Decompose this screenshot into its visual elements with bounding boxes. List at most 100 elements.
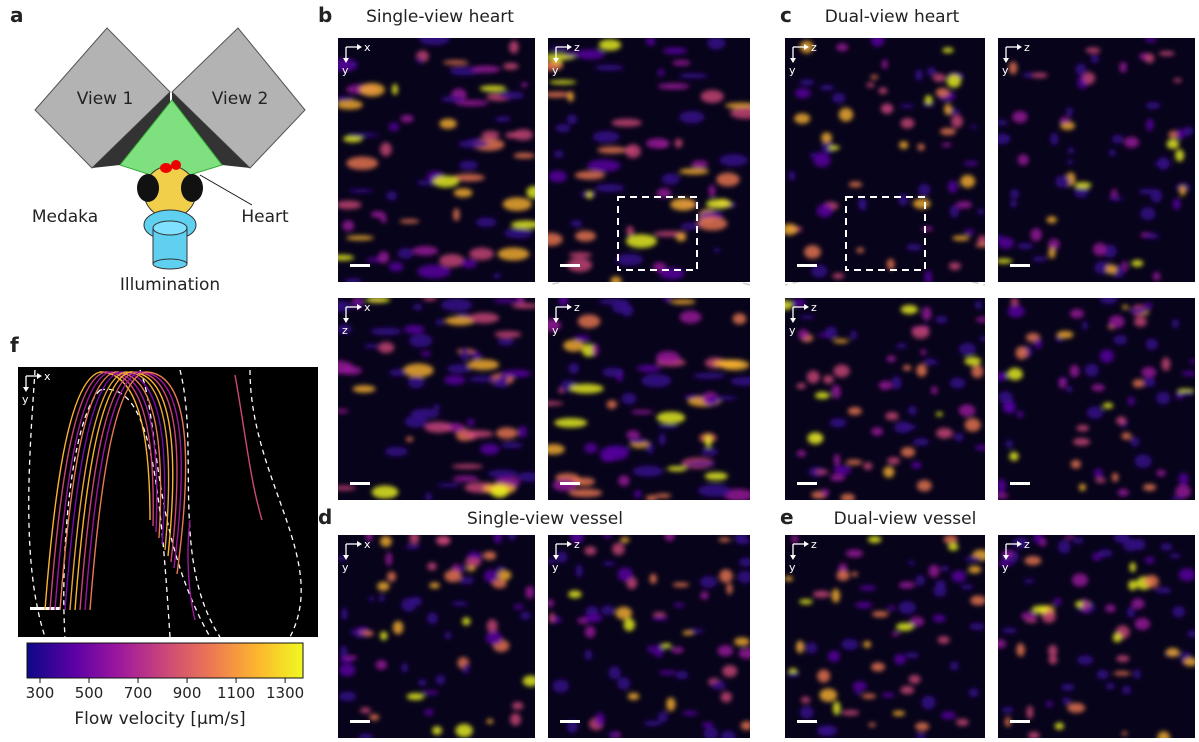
blob: [409, 532, 419, 544]
blob: [1113, 671, 1130, 675]
blob: [795, 88, 811, 98]
blob: [1082, 599, 1089, 613]
blob: [512, 702, 524, 710]
blob: [1070, 309, 1084, 318]
blob: [514, 604, 524, 609]
axis-letter: z: [811, 301, 817, 314]
blob: [1159, 51, 1175, 56]
blob: [719, 569, 732, 582]
blob: [585, 649, 593, 660]
blob: [1048, 239, 1060, 250]
blob: [1048, 655, 1057, 664]
blob: [917, 480, 932, 491]
blob: [663, 47, 687, 54]
schematic-label: Medaka: [32, 207, 98, 227]
blob: [628, 693, 640, 700]
blob: [462, 430, 493, 437]
blob: [537, 61, 563, 71]
blob: [1156, 392, 1170, 405]
blob: [1066, 107, 1073, 117]
blob: [834, 364, 850, 377]
axis-letter: y: [789, 64, 796, 77]
blob: [936, 88, 950, 98]
blob: [1179, 568, 1196, 581]
blob: [423, 296, 437, 301]
blob: [817, 670, 830, 683]
blob: [387, 572, 396, 582]
scale-bar: [1010, 720, 1030, 723]
blob: [1145, 53, 1155, 63]
blob: [716, 173, 739, 187]
blob: [652, 616, 668, 620]
blob: [482, 131, 500, 139]
blob: [1075, 182, 1092, 189]
blob: [1190, 360, 1197, 364]
blob: [1034, 531, 1043, 543]
axis-letter: y: [22, 393, 29, 406]
blob: [655, 494, 672, 499]
blob: [881, 103, 893, 114]
blob: [921, 695, 935, 709]
blob: [938, 636, 950, 644]
blob: [398, 248, 414, 259]
blob: [1131, 598, 1144, 609]
blob: [370, 328, 402, 336]
blob: [977, 209, 985, 215]
blob: [443, 60, 469, 64]
blob: [445, 631, 451, 640]
blob: [607, 732, 618, 737]
blob: [837, 570, 850, 580]
blob: [661, 643, 671, 648]
colorbar-tick-label: 1100: [217, 684, 255, 702]
blob: [784, 576, 793, 582]
blob: [791, 535, 798, 544]
blob: [427, 562, 436, 570]
blob: [1059, 378, 1066, 389]
blob: [899, 141, 908, 149]
blob: [887, 355, 896, 362]
blob: [975, 243, 990, 247]
blob: [417, 265, 451, 279]
blob: [1024, 556, 1041, 565]
blob: [625, 144, 641, 158]
blob: [568, 590, 582, 598]
blob: [1073, 537, 1084, 543]
blob: [954, 433, 963, 442]
blob: [441, 298, 472, 311]
blob: [575, 564, 582, 577]
blob: [637, 365, 662, 372]
blob: [823, 375, 834, 384]
blob: [970, 596, 986, 606]
panel-title: Single-view vessel: [467, 509, 623, 529]
blob: [916, 364, 927, 377]
blob: [584, 546, 596, 555]
blob: [898, 194, 908, 206]
figure: abSingle-view heartcDual-view heartdSing…: [0, 0, 1199, 738]
blob: [863, 641, 871, 648]
blob: [512, 303, 540, 308]
blob: [491, 485, 509, 498]
blob: [1007, 368, 1023, 380]
blob: [406, 437, 414, 442]
blob: [1179, 473, 1189, 485]
scale-bar: [797, 264, 817, 267]
blob: [1131, 260, 1143, 267]
blob: [403, 364, 434, 378]
blob: [1060, 117, 1071, 124]
image-background: [338, 298, 535, 500]
blob: [467, 418, 474, 426]
blob: [364, 344, 380, 348]
blob: [933, 74, 946, 82]
blob: [949, 262, 961, 270]
blob: [1166, 648, 1180, 657]
schematic-label: Heart: [241, 207, 289, 227]
blob: [1100, 295, 1118, 304]
blob: [969, 688, 979, 697]
blob: [1067, 703, 1085, 713]
blob: [549, 613, 555, 624]
panel-label: a: [10, 3, 24, 27]
blob: [437, 483, 462, 487]
blob: [1058, 540, 1071, 554]
blob: [620, 537, 629, 543]
blob: [1118, 489, 1129, 497]
